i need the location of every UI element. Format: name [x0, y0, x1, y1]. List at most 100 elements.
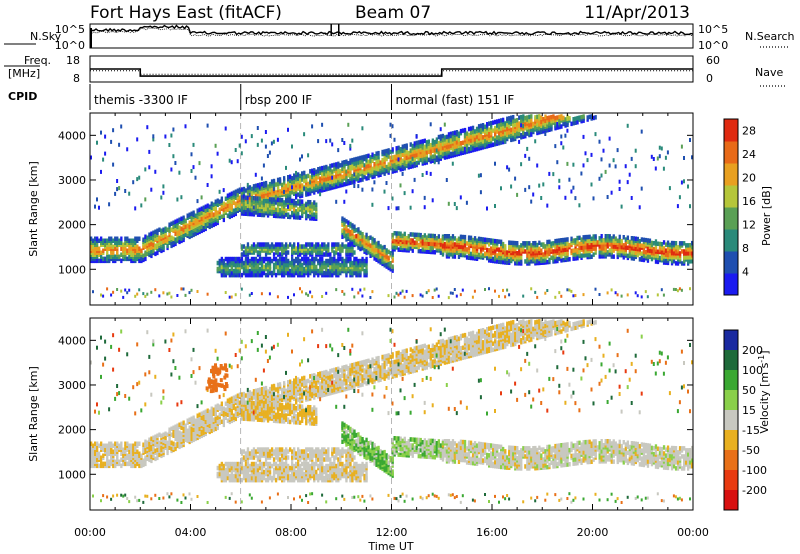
power-colorbar-swatch — [724, 251, 738, 274]
power-cell — [554, 295, 557, 299]
power-cell — [504, 244, 507, 249]
power-cell — [172, 127, 175, 132]
power-cell — [664, 258, 668, 263]
power-cell — [488, 248, 491, 253]
power-cell — [500, 239, 503, 245]
power-cell — [200, 210, 203, 215]
power-cell — [305, 174, 308, 179]
power-cell — [315, 256, 318, 262]
velocity-cell — [112, 367, 115, 372]
power-cell — [538, 260, 541, 266]
power-cell — [624, 241, 628, 246]
power-cell — [283, 244, 286, 249]
power-cell — [278, 207, 282, 213]
power-cell — [198, 225, 201, 230]
power-cell — [683, 241, 686, 246]
power-cell — [524, 259, 527, 264]
power-cell — [443, 234, 447, 239]
power-cell — [457, 244, 461, 249]
power-cell — [244, 139, 247, 144]
power-cell — [560, 134, 563, 139]
power-cell — [136, 137, 139, 142]
power-cell — [268, 197, 272, 202]
power-cell — [254, 256, 258, 262]
power-cell — [162, 291, 165, 295]
power-cell — [228, 295, 231, 299]
power-cell — [431, 237, 435, 243]
velocity-cell — [118, 391, 121, 396]
power-cell — [278, 256, 282, 262]
power-cell — [283, 176, 286, 181]
power-cell — [598, 293, 601, 296]
power-cell — [508, 293, 511, 297]
power-cell — [289, 174, 292, 179]
power-cell — [309, 242, 312, 247]
power-cell — [238, 195, 242, 200]
power-cell — [276, 264, 280, 270]
power-cell — [516, 131, 519, 136]
power-cell — [606, 195, 609, 199]
power-cell — [586, 234, 589, 240]
power-cell — [347, 266, 350, 272]
power-cell — [176, 230, 179, 235]
power-cell — [120, 258, 123, 264]
power-cell — [333, 174, 336, 180]
power-cell — [496, 259, 499, 264]
y-tick-label: 3000 — [58, 174, 86, 187]
power-cell — [371, 290, 374, 294]
power-cell — [670, 240, 674, 246]
power-cell — [592, 234, 595, 239]
power-cell — [325, 264, 328, 270]
power-cell — [612, 244, 615, 249]
power-cell — [461, 128, 465, 133]
power-cell — [222, 188, 225, 193]
power-cell — [90, 244, 93, 249]
power-cell — [194, 217, 197, 222]
power-cell — [287, 127, 289, 132]
power-cell — [303, 260, 306, 266]
power-cell — [552, 255, 555, 260]
power-cell — [232, 256, 236, 262]
power-cell — [608, 252, 611, 257]
power-cell — [138, 258, 141, 264]
power-cell — [329, 138, 332, 143]
power-cell — [341, 246, 344, 251]
power-cell — [475, 146, 479, 152]
power-cell — [604, 246, 607, 251]
power-cell — [224, 196, 228, 201]
power-cell — [339, 163, 342, 168]
power-cell — [120, 246, 123, 251]
power-cell — [564, 121, 567, 126]
power-cell — [530, 247, 533, 252]
power-cell — [389, 133, 392, 138]
power-cell — [274, 260, 278, 266]
power-cell — [144, 234, 147, 239]
power-cell — [475, 126, 479, 132]
power-cell — [327, 242, 330, 247]
power-cell — [172, 240, 175, 246]
power-cell — [285, 208, 288, 213]
power-cell — [276, 258, 280, 264]
power-cell — [124, 189, 127, 193]
power-cell — [283, 262, 286, 268]
power-cell — [226, 256, 230, 262]
power-cell — [488, 252, 491, 257]
power-cell — [399, 241, 402, 246]
velocity-cell — [100, 441, 103, 446]
power-cell — [624, 245, 628, 250]
power-cell — [582, 245, 585, 250]
power-cell — [182, 287, 185, 291]
power-cell — [156, 250, 159, 256]
power-cell — [323, 177, 326, 182]
power-cell — [650, 240, 654, 246]
power-cell — [568, 177, 571, 182]
power-cell — [236, 268, 240, 274]
power-cell — [387, 154, 390, 159]
power-cell — [256, 242, 260, 247]
power-cell — [488, 143, 491, 148]
power-cell — [564, 251, 567, 256]
power-cell — [391, 147, 394, 152]
power-cell — [658, 145, 661, 150]
power-cell — [351, 260, 354, 266]
power-cell — [572, 252, 575, 257]
